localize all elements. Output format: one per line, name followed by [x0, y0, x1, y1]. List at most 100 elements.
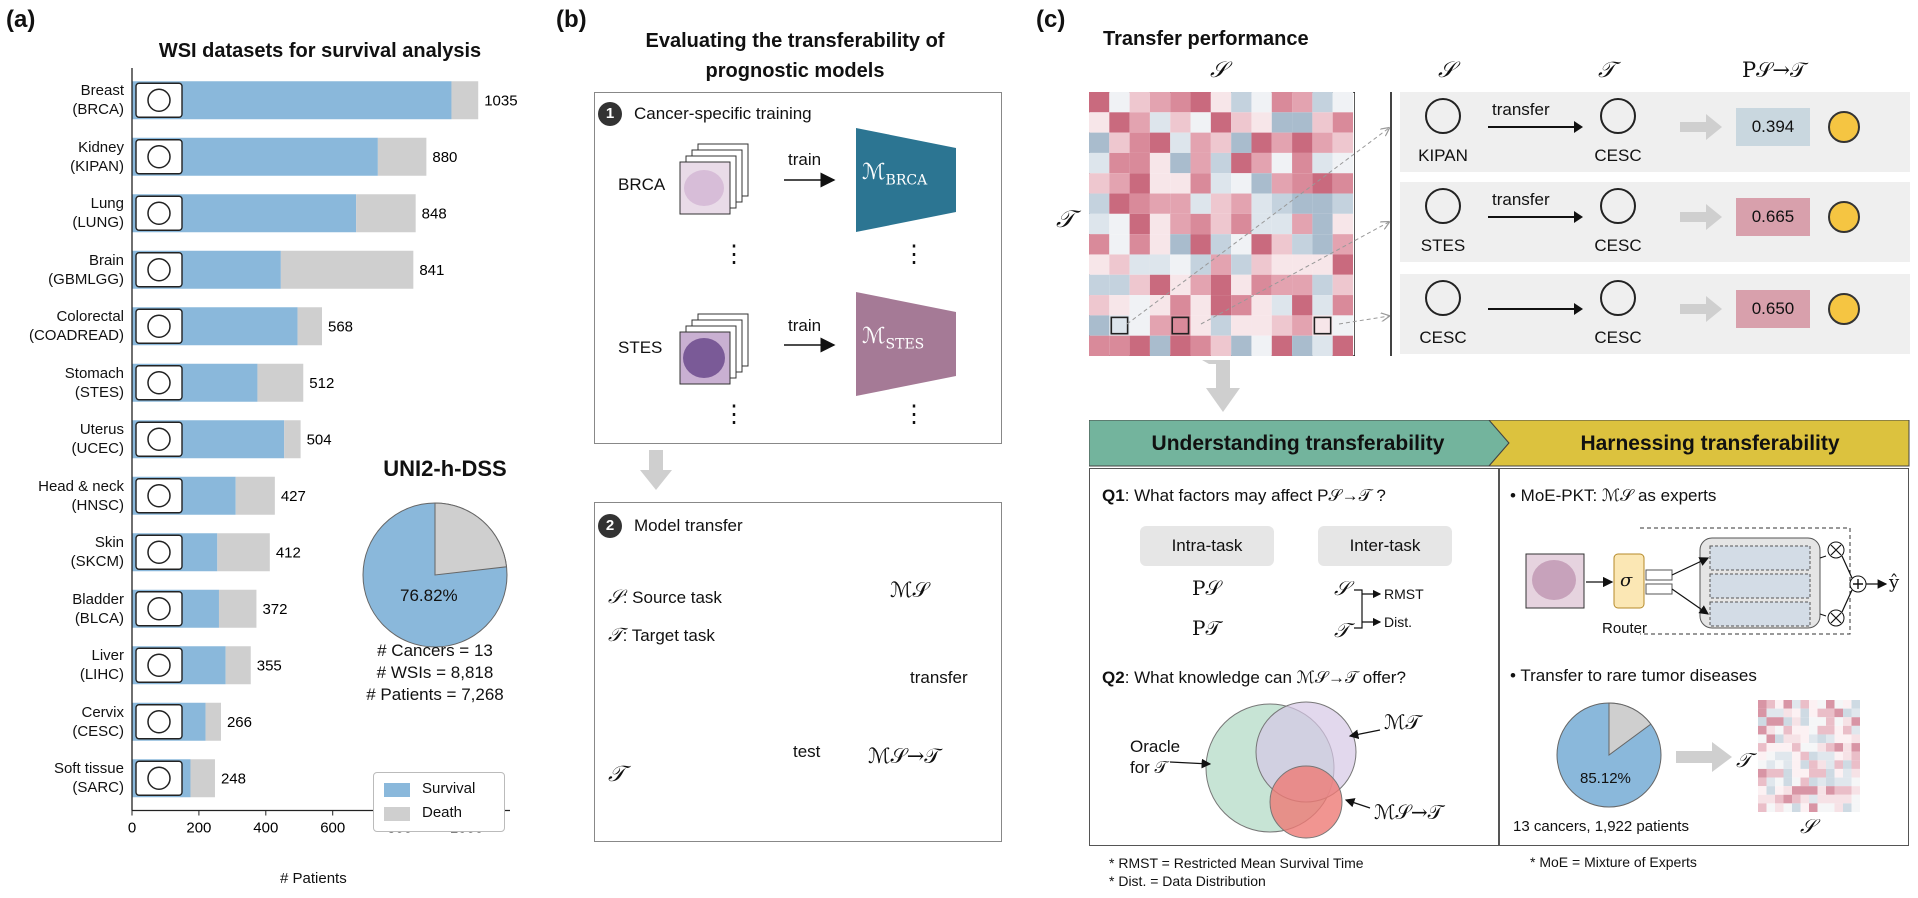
heatmap-cell [1271, 295, 1293, 316]
rare-heatmap-cell [1792, 760, 1801, 769]
rare-target-label: 𝒯 [1736, 748, 1752, 772]
rare-heatmap-cell [1826, 777, 1835, 787]
rare-arrow [1676, 742, 1732, 772]
rare-pie-chart [1556, 702, 1662, 808]
cervix-icon [1425, 280, 1461, 316]
heatmap-cell [1210, 234, 1232, 255]
rare-heatmap-cell [1792, 768, 1801, 778]
rare-heatmap-cell [1843, 803, 1852, 812]
category-name: Bladder [72, 590, 124, 608]
x-axis-label: # Patients [280, 870, 347, 887]
heatmap-cell [1129, 234, 1150, 255]
heatmap-cell [1332, 213, 1353, 235]
heatmap-cell [1089, 234, 1110, 255]
bottom-box-divider [1498, 468, 1500, 846]
colon-icon [135, 308, 183, 344]
heatmap-cell [1271, 254, 1293, 275]
heatmap-cell [1149, 295, 1171, 316]
p-target: P𝒯 [1192, 616, 1221, 640]
rare-heatmap-cell [1792, 743, 1801, 752]
heatmap-cell [1149, 152, 1171, 174]
rare-heatmap-cell [1783, 725, 1792, 735]
rare-heatmap-cell [1766, 708, 1775, 718]
chart-title: WSI datasets for survival analysis [158, 40, 482, 62]
rare-heatmap-cell [1792, 700, 1801, 709]
rare-heatmap-cell [1775, 768, 1784, 778]
heatmap-cell [1170, 295, 1191, 316]
x-tick-label: 400 [253, 820, 278, 837]
transfer-label-b: transfer [910, 668, 968, 687]
heatmap-cell [1190, 132, 1211, 153]
rare-heatmap-cell [1843, 768, 1852, 778]
category-name: Head & neck [38, 477, 124, 495]
rare-heatmap-cell [1766, 751, 1775, 761]
category-code: (KIPAN) [70, 157, 124, 175]
rare-heatmap-cell [1851, 760, 1860, 769]
heatmap-cell [1251, 193, 1272, 214]
rare-heatmap-cell [1826, 700, 1835, 709]
cervix-icon [1600, 188, 1636, 224]
category-code: (HNSC) [71, 496, 125, 514]
rare-heatmap-cell [1843, 777, 1852, 787]
heatmap-cell [1292, 295, 1313, 316]
rare-heatmap-cell [1800, 794, 1809, 804]
inter-source: 𝒮 [1334, 576, 1350, 600]
dist-label: Dist. [1384, 614, 1412, 630]
panel-b-title-line1: Evaluating the transferability of [645, 30, 945, 52]
rare-heatmap-cell [1834, 751, 1843, 761]
row-perf-value: 0.650 [1736, 290, 1810, 328]
rare-heatmap-cell [1834, 734, 1843, 744]
rare-heatmap-cell [1783, 717, 1792, 726]
heatmap-cell [1292, 152, 1313, 174]
rare-heatmap-cell [1783, 768, 1792, 778]
rare-heatmap-cell [1843, 717, 1852, 726]
rare-heatmap-cell [1783, 794, 1792, 804]
panel-label-a: (a) [6, 6, 36, 33]
rare-heatmap-cell [1775, 717, 1784, 726]
uterus-icon [135, 421, 183, 457]
heatmap-cell [1332, 173, 1353, 194]
rare-heatmap-cell [1817, 803, 1826, 812]
brain-icon-glyph [147, 258, 171, 282]
heatmap-cell [1312, 152, 1333, 174]
category-label: Kidney (KIPAN) [12, 138, 124, 176]
heatmap-highlight [1110, 316, 1129, 335]
router-label: Router [1602, 620, 1648, 637]
rare-heatmap-cell [1809, 743, 1818, 752]
rare-heatmap-cell [1817, 751, 1826, 761]
rare-heatmap-cell [1783, 803, 1792, 812]
heatmap-cell [1210, 274, 1232, 296]
bar-total-label: 412 [276, 544, 301, 561]
bar-death-9 [218, 589, 257, 628]
panel-b-title: Evaluating the transferability of progno… [590, 26, 1000, 86]
heatmap-cell [1149, 92, 1171, 113]
rare-heatmap-cell [1809, 725, 1818, 735]
neck-icon [135, 478, 183, 514]
category-label: Head & neck (HNSC) [12, 477, 124, 515]
legend-swatch-survival [384, 783, 410, 797]
rare-heatmap-cell [1758, 786, 1767, 795]
heatmap-cell [1271, 112, 1293, 133]
heatmap-cell [1129, 152, 1150, 174]
heatmap-cell [1170, 315, 1191, 336]
heatmap-cell [1312, 254, 1333, 275]
category-name: Stomach [64, 364, 124, 382]
heatmap-highlight [1313, 316, 1332, 335]
heatmap-cell [1312, 274, 1333, 296]
step2-badge: 2 [598, 514, 622, 538]
bar-total-label: 1035 [484, 92, 517, 109]
rare-heatmap-cell [1783, 708, 1792, 718]
heatmap-cell [1251, 274, 1272, 296]
row-target-label: CESC [1594, 146, 1642, 165]
rare-heatmap-cell [1834, 786, 1843, 795]
cervix-icon [135, 704, 183, 740]
heatmap-cell [1231, 213, 1252, 235]
transfer-heatmap [1089, 92, 1355, 356]
bar-total-label: 355 [257, 657, 282, 674]
heatmap-cell [1251, 173, 1272, 194]
heatmap-down-arrow [1206, 360, 1240, 412]
category-code: (SKCM) [70, 553, 124, 570]
row-gray-arrow [1680, 212, 1706, 222]
rare-heatmap-cell [1766, 743, 1775, 752]
bar-death-0 [451, 81, 479, 120]
